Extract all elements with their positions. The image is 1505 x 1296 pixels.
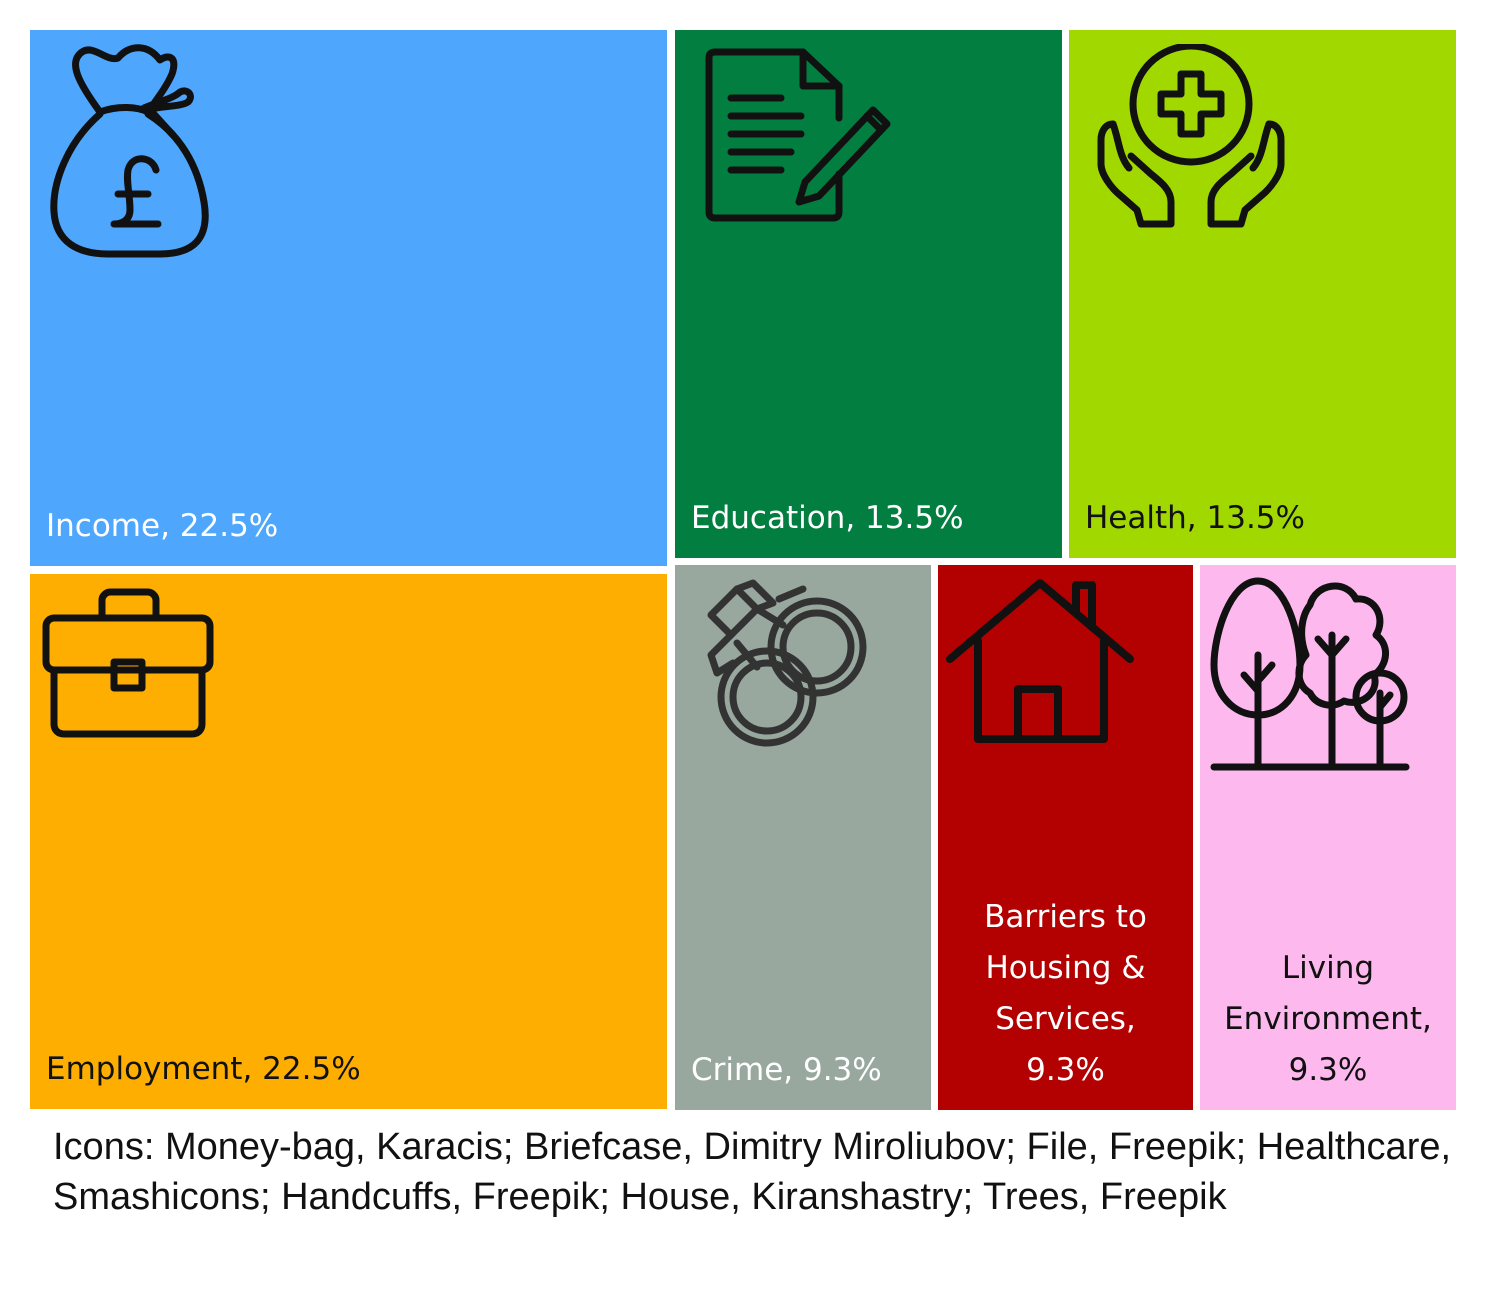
tile-label-line: 9.3% [1288,1052,1368,1088]
tile-label-line: Environment, [1224,1001,1432,1037]
treemap-tile-living-environment: Living Environment, 9.3% [1200,565,1456,1110]
money-bag-icon [48,42,218,262]
briefcase-icon [40,586,215,738]
tile-label-income: Income, 22.5% [46,508,279,544]
file-icon [705,48,900,223]
treemap-tile-crime: Crime, 9.3% [675,565,931,1110]
healthcare-icon [1097,44,1287,234]
tile-label-living-environment: Living Environment, 9.3% [1200,943,1456,1096]
tile-label-health: Health, 13.5% [1085,500,1305,536]
treemap-tile-income: Income, 22.5% [30,30,667,566]
treemap-tile-barriers: Barriers to Housing & Services, 9.3% [938,565,1193,1110]
treemap-tile-education: Education, 13.5% [675,30,1062,558]
tile-label-employment: Employment, 22.5% [46,1051,361,1087]
tile-label-line: Barriers to [984,899,1147,935]
tile-label-line: Living [1281,950,1375,986]
tile-label-crime: Crime, 9.3% [691,1052,882,1088]
tile-label-education: Education, 13.5% [691,500,964,536]
tile-label-line: Services, [995,1001,1136,1037]
icon-credits-caption: Icons: Money-bag, Karacis; Briefcase, Di… [53,1126,1452,1218]
house-icon [946,577,1136,747]
tile-label-line: 9.3% [1026,1052,1105,1088]
tile-label-line: Housing & [985,950,1146,986]
treemap-tile-employment: Employment, 22.5% [30,574,667,1109]
tile-label-barriers: Barriers to Housing & Services, 9.3% [938,892,1193,1096]
handcuffs-icon [697,577,877,749]
treemap-tile-health: Health, 13.5% [1069,30,1456,558]
trees-icon [1210,575,1410,775]
